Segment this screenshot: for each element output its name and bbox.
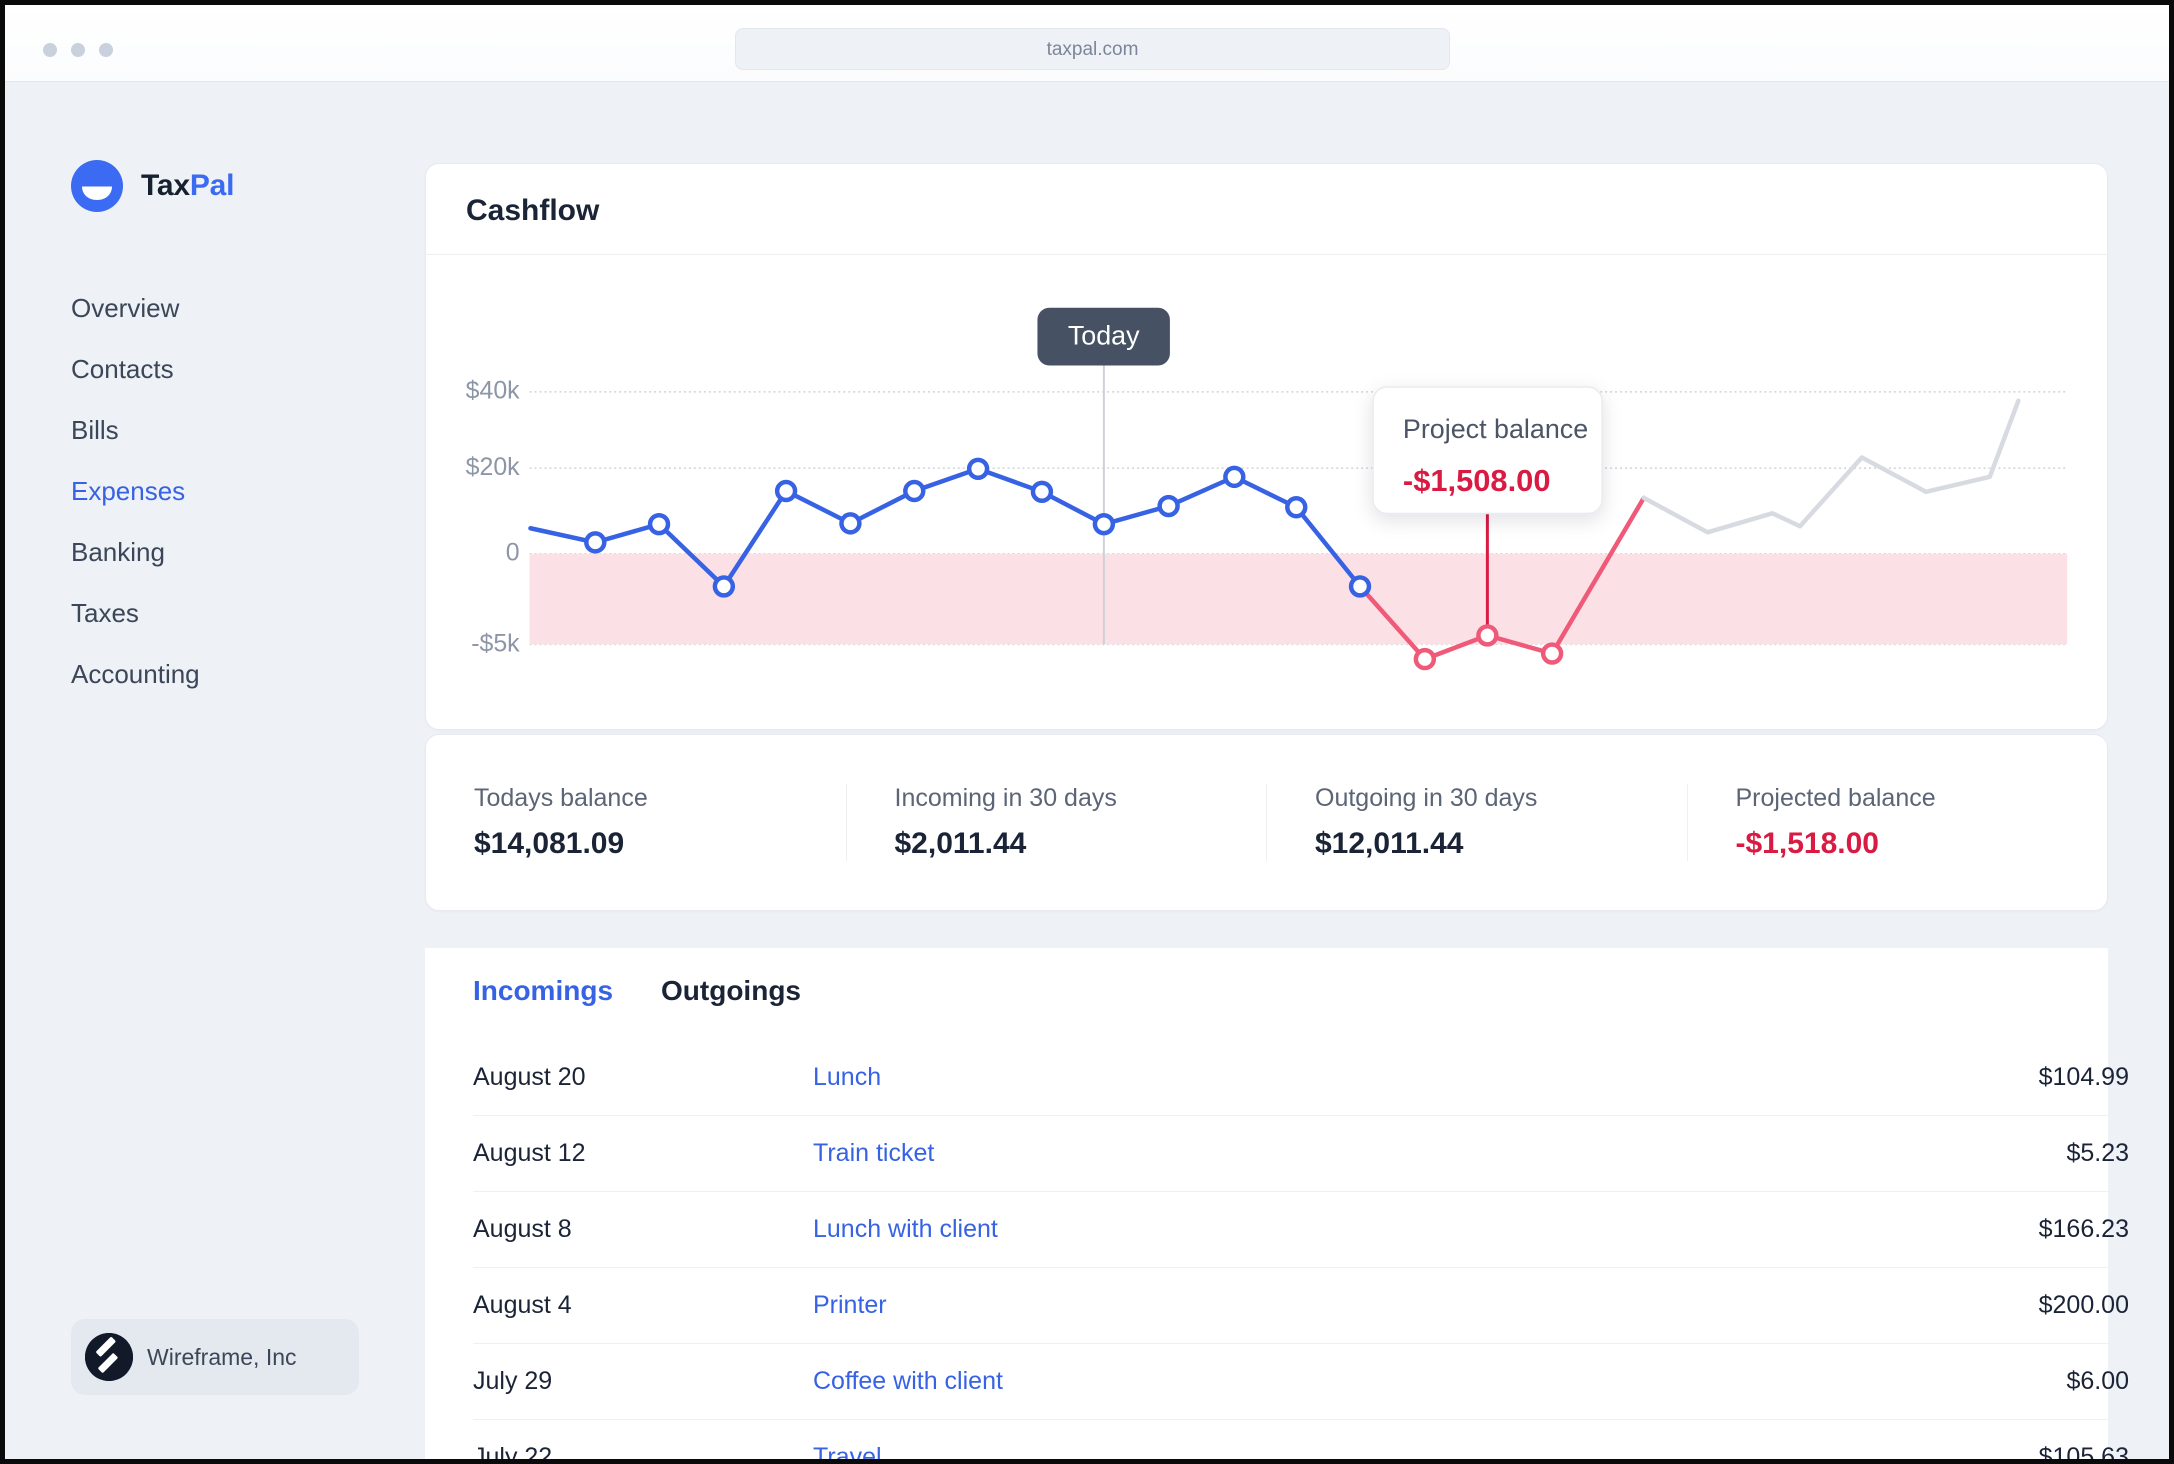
svg-text:Project balance: Project balance: [1403, 414, 1588, 444]
svg-text:Today: Today: [1068, 321, 1140, 351]
svg-text:-$1,508.00: -$1,508.00: [1403, 463, 1551, 498]
svg-text:-$5k: -$5k: [471, 629, 520, 657]
svg-text:0: 0: [506, 539, 520, 567]
svg-text:$20k: $20k: [466, 453, 521, 481]
svg-text:$40k: $40k: [466, 376, 521, 404]
